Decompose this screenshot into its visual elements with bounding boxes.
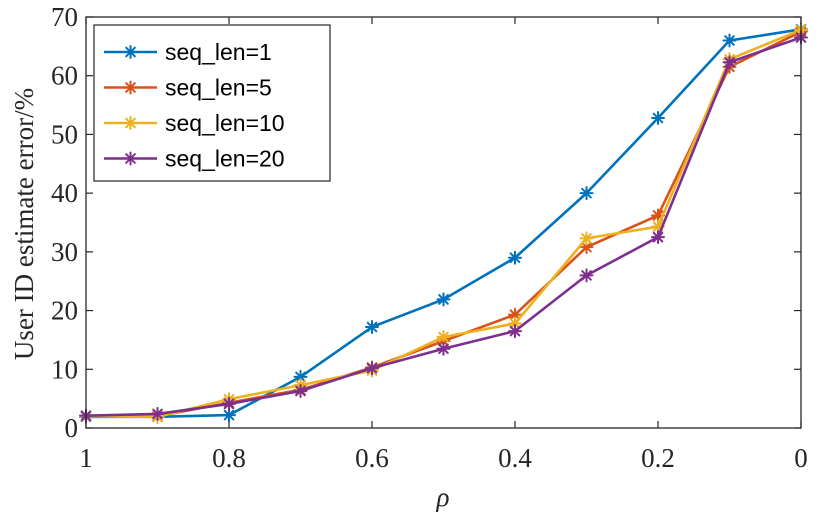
legend-label: seq_len=5 (165, 75, 272, 101)
x-tick-label: 1 (79, 443, 93, 473)
data-point (293, 369, 308, 384)
series-seq-len-1 (79, 22, 808, 424)
data-point (436, 329, 451, 344)
legend-entry: seq_len=10 (104, 110, 285, 136)
data-point (150, 406, 165, 421)
y-tick-label: 70 (51, 2, 78, 32)
x-tick-label: 0 (794, 443, 808, 473)
data-point (222, 408, 236, 423)
legend-entry: seq_len=20 (104, 146, 285, 172)
legend: seq_len=1 seq_len=5 seq_len=10 seq_len=20 (93, 24, 331, 182)
y-tick-label: 40 (51, 178, 78, 208)
x-tick-label: 0.8 (212, 443, 246, 473)
y-axis-label: User ID estimate error/% (9, 88, 39, 360)
legend-label: seq_len=20 (165, 146, 285, 172)
data-point (722, 33, 737, 48)
data-point (508, 307, 522, 322)
data-point (508, 316, 522, 331)
data-point (365, 320, 379, 335)
axes-layer: 1 0.8 0.6 0.4 0.2 0 0 10 20 30 40 50 60 70 (51, 2, 808, 473)
y-tick-label: 60 (51, 61, 78, 91)
x-tick-label: 0.6 (355, 443, 389, 473)
x-tick-label: 0.2 (641, 443, 675, 473)
legend-marker (123, 151, 138, 166)
legend-marker (123, 80, 138, 95)
data-point (651, 219, 665, 234)
legend-entry: seq_len=1 (104, 39, 272, 65)
data-point (365, 361, 379, 376)
data-point (579, 240, 594, 255)
legend-marker (123, 116, 138, 130)
data-point (293, 384, 308, 399)
data-point (722, 55, 737, 70)
data-point (436, 341, 451, 356)
x-axis-label: ρ (436, 482, 450, 512)
y-tick-label: 0 (65, 413, 79, 443)
data-point (579, 186, 594, 201)
y-tick-label: 10 (51, 354, 78, 384)
data-point (651, 208, 665, 223)
data-point (651, 230, 665, 245)
legend-label: seq_len=1 (165, 39, 272, 65)
y-tick-label: 30 (51, 237, 78, 267)
y-tick-label: 50 (51, 119, 78, 149)
legend-entry: seq_len=5 (104, 75, 272, 101)
data-point (436, 292, 451, 307)
legend-label: seq_len=10 (165, 110, 285, 136)
x-tick-label: 0.4 (498, 443, 532, 473)
data-point (508, 324, 522, 339)
y-tick-label: 20 (51, 296, 78, 326)
data-point (651, 110, 665, 125)
legend-marker (123, 45, 138, 59)
data-point (222, 396, 236, 411)
data-point (508, 250, 522, 265)
data-point (579, 268, 594, 283)
data-point (579, 231, 594, 246)
axes-frame (85, 16, 802, 429)
